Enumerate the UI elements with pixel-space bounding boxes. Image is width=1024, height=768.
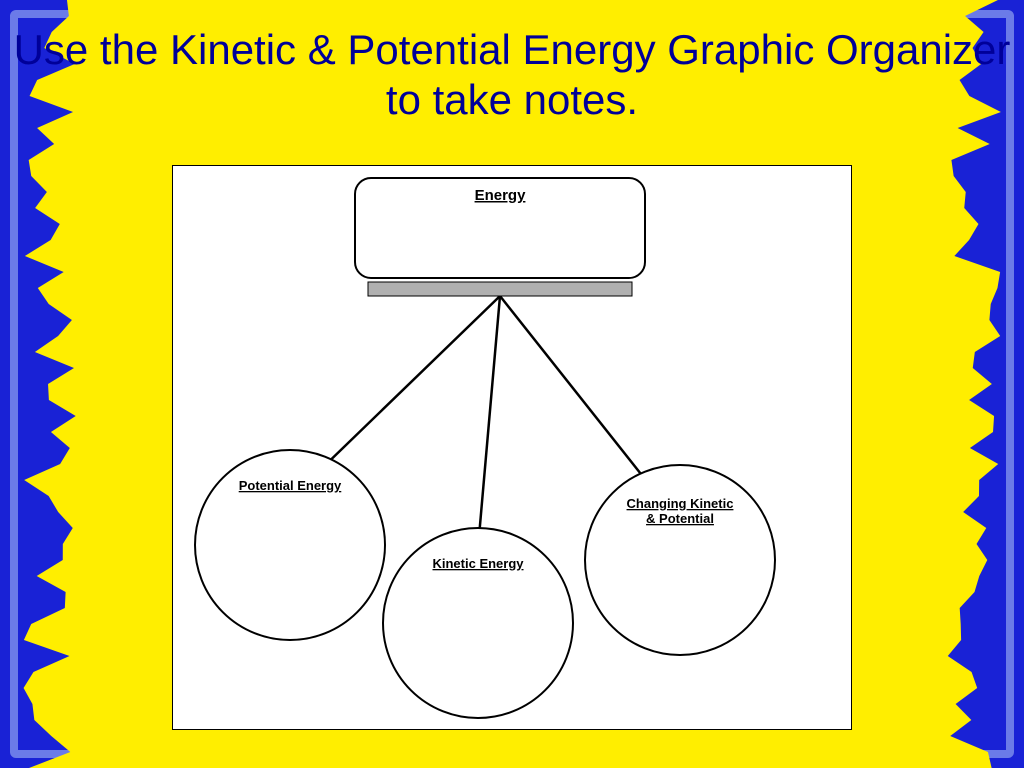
edge-line bbox=[314, 296, 500, 476]
organizer-diagram: EnergyPotential EnergyKinetic EnergyChan… bbox=[0, 0, 1024, 768]
edge-line bbox=[478, 296, 500, 548]
child-node-label-0: Potential Energy bbox=[239, 478, 342, 493]
root-bar bbox=[368, 282, 632, 296]
edge-line bbox=[500, 296, 652, 488]
root-node-label: Energy bbox=[475, 187, 527, 204]
child-node-2 bbox=[585, 465, 775, 655]
child-node-label-1: Kinetic Energy bbox=[432, 556, 524, 571]
